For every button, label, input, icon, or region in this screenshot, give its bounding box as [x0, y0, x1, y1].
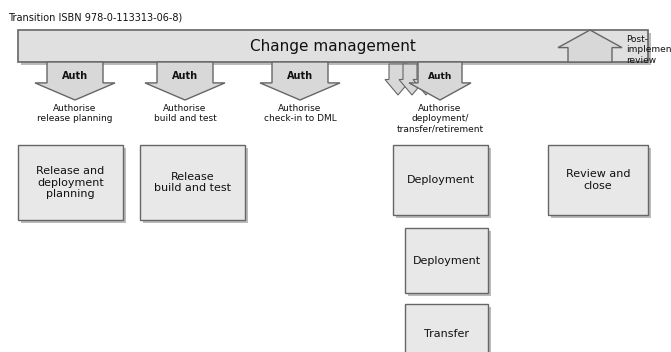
Text: Auth: Auth [62, 71, 88, 81]
FancyBboxPatch shape [393, 145, 488, 215]
Text: Auth: Auth [172, 71, 198, 81]
FancyBboxPatch shape [143, 148, 248, 223]
FancyBboxPatch shape [21, 148, 126, 223]
Text: Auth: Auth [287, 71, 313, 81]
FancyBboxPatch shape [396, 148, 491, 218]
Text: Transfer: Transfer [424, 329, 469, 339]
Text: Review and
close: Review and close [566, 169, 630, 191]
Text: Deployment: Deployment [407, 175, 474, 185]
FancyBboxPatch shape [18, 145, 123, 220]
FancyBboxPatch shape [405, 228, 488, 293]
Polygon shape [35, 62, 115, 100]
FancyBboxPatch shape [405, 304, 488, 352]
Text: Authorise
build and test: Authorise build and test [154, 104, 216, 124]
Polygon shape [399, 64, 425, 95]
FancyBboxPatch shape [548, 145, 648, 215]
Text: Auth: Auth [428, 72, 452, 81]
Text: Deployment: Deployment [413, 256, 480, 265]
Text: Post-
implementation
review: Post- implementation review [626, 35, 671, 65]
Text: Transition ISBN 978-0-113313-06-8): Transition ISBN 978-0-113313-06-8) [8, 12, 183, 22]
Polygon shape [558, 30, 622, 62]
Text: Authorise
check-in to DML: Authorise check-in to DML [264, 104, 336, 124]
Polygon shape [385, 64, 411, 95]
Text: Change management: Change management [250, 38, 416, 54]
Polygon shape [413, 64, 439, 95]
FancyBboxPatch shape [408, 231, 491, 296]
FancyBboxPatch shape [18, 30, 648, 62]
FancyBboxPatch shape [21, 33, 651, 65]
Polygon shape [260, 62, 340, 100]
Polygon shape [145, 62, 225, 100]
Text: Authorise
deployment/
transfer/retirement: Authorise deployment/ transfer/retiremen… [397, 104, 484, 134]
FancyBboxPatch shape [551, 148, 651, 218]
Polygon shape [409, 62, 471, 100]
Text: Release and
deployment
planning: Release and deployment planning [36, 166, 105, 199]
Text: Release
build and test: Release build and test [154, 172, 231, 193]
FancyBboxPatch shape [408, 307, 491, 352]
FancyBboxPatch shape [140, 145, 245, 220]
Text: Authorise
release planning: Authorise release planning [38, 104, 113, 124]
